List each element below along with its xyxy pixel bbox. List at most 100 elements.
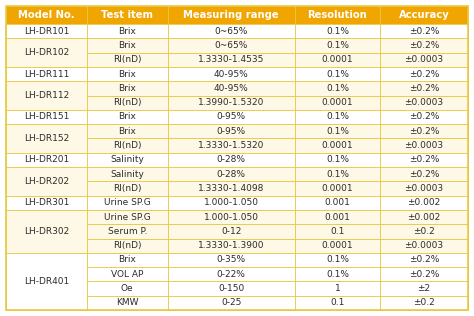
Bar xyxy=(295,38,380,52)
Text: LH-DR302: LH-DR302 xyxy=(24,227,69,236)
Bar xyxy=(380,110,468,124)
Text: LH-DR301: LH-DR301 xyxy=(24,198,69,207)
Bar xyxy=(6,253,87,310)
Text: LH-DR201: LH-DR201 xyxy=(24,155,69,164)
Bar xyxy=(6,6,87,24)
Bar xyxy=(6,38,87,67)
Text: 1.000-1.050: 1.000-1.050 xyxy=(204,213,259,222)
Text: ±0.0003: ±0.0003 xyxy=(404,98,444,107)
Text: Brix: Brix xyxy=(118,255,136,264)
Text: ±0.0003: ±0.0003 xyxy=(404,141,444,150)
Text: Brix: Brix xyxy=(118,112,136,121)
Bar xyxy=(380,138,468,153)
Bar xyxy=(6,124,87,153)
Text: ±0.2%: ±0.2% xyxy=(409,127,439,136)
Text: 0-12: 0-12 xyxy=(221,227,241,236)
Bar xyxy=(295,24,380,38)
Text: ±0.002: ±0.002 xyxy=(408,213,441,222)
Text: Accuracy: Accuracy xyxy=(399,10,449,20)
Text: LH-DR401: LH-DR401 xyxy=(24,277,69,286)
Text: VOL AP: VOL AP xyxy=(111,270,144,279)
Bar xyxy=(295,253,380,267)
Bar xyxy=(380,153,468,167)
Bar xyxy=(87,95,168,110)
Text: LH-DR101: LH-DR101 xyxy=(24,27,69,36)
Bar xyxy=(295,138,380,153)
Text: 40-95%: 40-95% xyxy=(214,84,248,93)
Bar xyxy=(6,167,87,196)
Bar xyxy=(87,38,168,52)
Text: ±0.2%: ±0.2% xyxy=(409,70,439,79)
Text: 1: 1 xyxy=(335,284,340,293)
Bar xyxy=(380,253,468,267)
Text: ±0.0003: ±0.0003 xyxy=(404,184,444,193)
Bar xyxy=(168,267,295,282)
Bar xyxy=(380,239,468,253)
Bar xyxy=(6,110,87,124)
Text: 0-150: 0-150 xyxy=(218,284,245,293)
Bar xyxy=(87,110,168,124)
Bar xyxy=(87,282,168,296)
Bar xyxy=(380,296,468,310)
Bar xyxy=(168,253,295,267)
Bar xyxy=(168,282,295,296)
Text: 0.0001: 0.0001 xyxy=(322,184,353,193)
Bar xyxy=(168,81,295,95)
Bar xyxy=(87,153,168,167)
Bar xyxy=(168,52,295,67)
Text: 0.1%: 0.1% xyxy=(326,155,349,164)
Bar xyxy=(87,167,168,181)
Text: 0.1%: 0.1% xyxy=(326,255,349,264)
Bar xyxy=(168,224,295,239)
Bar xyxy=(295,52,380,67)
Bar xyxy=(295,239,380,253)
Bar xyxy=(168,296,295,310)
Text: Serum P.: Serum P. xyxy=(108,227,147,236)
Bar xyxy=(6,24,87,38)
Text: LH-DR202: LH-DR202 xyxy=(24,177,69,186)
Bar xyxy=(295,81,380,95)
Bar xyxy=(295,267,380,282)
Bar xyxy=(168,181,295,196)
Text: RI(nD): RI(nD) xyxy=(113,98,142,107)
Bar xyxy=(295,282,380,296)
Text: LH-DR152: LH-DR152 xyxy=(24,134,69,143)
Bar xyxy=(6,210,87,253)
Bar xyxy=(295,181,380,196)
Text: LH-DR151: LH-DR151 xyxy=(24,112,69,121)
Text: 0.1%: 0.1% xyxy=(326,112,349,121)
Bar xyxy=(87,267,168,282)
Text: 0.1%: 0.1% xyxy=(326,41,349,50)
Text: 0.1: 0.1 xyxy=(330,298,345,307)
Bar xyxy=(168,167,295,181)
Bar xyxy=(87,196,168,210)
Text: Brix: Brix xyxy=(118,41,136,50)
Text: ±0.0003: ±0.0003 xyxy=(404,55,444,64)
Bar xyxy=(168,138,295,153)
Bar xyxy=(380,81,468,95)
Bar xyxy=(168,239,295,253)
Text: Resolution: Resolution xyxy=(308,10,367,20)
Text: Oe: Oe xyxy=(121,284,134,293)
Bar xyxy=(87,224,168,239)
Text: ±0.0003: ±0.0003 xyxy=(404,241,444,250)
Text: ±0.2%: ±0.2% xyxy=(409,170,439,179)
Text: 0.0001: 0.0001 xyxy=(322,141,353,150)
Text: ±0.2: ±0.2 xyxy=(413,227,435,236)
Text: 1.3330-1.4535: 1.3330-1.4535 xyxy=(198,55,264,64)
Text: 1.3330-1.3900: 1.3330-1.3900 xyxy=(198,241,264,250)
Text: 0.1%: 0.1% xyxy=(326,270,349,279)
Bar xyxy=(295,224,380,239)
Bar xyxy=(380,167,468,181)
Bar xyxy=(380,267,468,282)
Text: Test item: Test item xyxy=(101,10,153,20)
Text: LH-DR111: LH-DR111 xyxy=(24,70,69,79)
Bar xyxy=(168,6,295,24)
Bar xyxy=(168,24,295,38)
Text: 0.0001: 0.0001 xyxy=(322,98,353,107)
Text: 0-35%: 0-35% xyxy=(217,255,246,264)
Bar xyxy=(295,196,380,210)
Bar xyxy=(87,81,168,95)
Text: Brix: Brix xyxy=(118,84,136,93)
Text: 40-95%: 40-95% xyxy=(214,70,248,79)
